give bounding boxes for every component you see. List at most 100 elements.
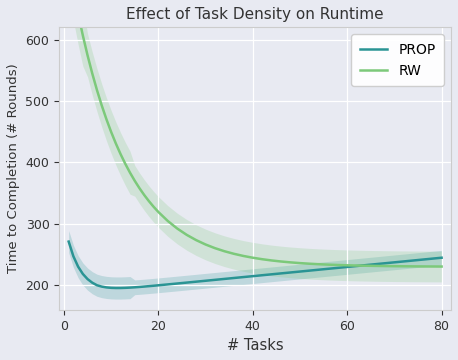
RW — [269, 258, 274, 263]
RW — [439, 264, 444, 269]
PROP — [316, 267, 322, 272]
RW — [278, 259, 284, 264]
RW — [109, 130, 114, 134]
PROP — [174, 282, 180, 286]
RW — [151, 204, 156, 209]
PROP — [142, 284, 147, 289]
RW — [250, 256, 256, 260]
PROP — [401, 259, 407, 264]
PROP — [240, 275, 246, 279]
PROP — [137, 285, 142, 289]
PROP — [76, 265, 81, 269]
RW — [104, 117, 109, 121]
PROP — [104, 285, 109, 289]
RW — [127, 171, 133, 175]
PROP — [156, 283, 161, 288]
RW — [392, 264, 397, 268]
PROP — [89, 280, 95, 285]
RW — [240, 254, 246, 258]
Line: PROP: PROP — [69, 242, 442, 288]
RW — [335, 263, 340, 267]
RW — [410, 264, 416, 269]
Legend: PROP, RW: PROP, RW — [351, 34, 444, 86]
PROP — [151, 284, 156, 288]
RW — [401, 264, 407, 269]
PROP — [373, 262, 378, 266]
Y-axis label: Time to Completion (# Rounds): Time to Completion (# Rounds) — [7, 64, 20, 273]
RW — [288, 260, 293, 265]
PROP — [250, 274, 256, 278]
RW — [297, 261, 303, 265]
PROP — [354, 264, 360, 268]
RW — [222, 249, 227, 253]
RW — [137, 186, 142, 190]
RW — [193, 238, 199, 242]
PROP — [99, 284, 104, 289]
RW — [76, 12, 81, 16]
RW — [344, 263, 350, 267]
PROP — [307, 269, 312, 273]
RW — [363, 264, 369, 268]
RW — [99, 103, 104, 108]
RW — [260, 257, 265, 261]
PROP — [278, 271, 284, 275]
PROP — [231, 276, 237, 280]
PROP — [132, 285, 137, 289]
RW — [142, 193, 147, 197]
RW — [231, 252, 237, 256]
RW — [373, 264, 378, 268]
PROP — [439, 256, 444, 260]
PROP — [430, 256, 435, 261]
RW — [316, 262, 322, 266]
PROP — [109, 286, 114, 290]
RW — [146, 199, 152, 203]
X-axis label: # Tasks: # Tasks — [227, 338, 284, 353]
PROP — [335, 266, 340, 270]
RW — [132, 179, 137, 183]
RW — [94, 88, 100, 92]
PROP — [260, 273, 265, 278]
PROP — [80, 272, 86, 276]
Line: RW: RW — [69, 0, 442, 266]
PROP — [288, 270, 293, 275]
Title: Effect of Task Density on Runtime: Effect of Task Density on Runtime — [126, 7, 384, 22]
RW — [118, 152, 123, 156]
RW — [174, 226, 180, 231]
PROP — [193, 279, 199, 284]
PROP — [113, 286, 119, 290]
PROP — [420, 257, 425, 262]
RW — [184, 233, 190, 237]
RW — [203, 242, 208, 247]
PROP — [165, 282, 170, 287]
RW — [307, 262, 312, 266]
RW — [420, 264, 425, 269]
PROP — [297, 269, 303, 274]
RW — [382, 264, 388, 268]
PROP — [212, 278, 218, 282]
RW — [80, 33, 86, 37]
PROP — [127, 285, 133, 290]
PROP — [363, 263, 369, 267]
PROP — [344, 265, 350, 269]
RW — [113, 141, 119, 146]
RW — [165, 219, 170, 223]
PROP — [382, 261, 388, 265]
PROP — [410, 258, 416, 263]
RW — [89, 71, 95, 76]
RW — [354, 264, 360, 268]
PROP — [184, 280, 190, 285]
PROP — [269, 272, 274, 276]
PROP — [326, 267, 331, 271]
PROP — [123, 286, 128, 290]
PROP — [146, 284, 152, 288]
RW — [156, 210, 161, 214]
RW — [430, 264, 435, 269]
RW — [326, 262, 331, 267]
RW — [85, 53, 90, 58]
RW — [123, 162, 128, 166]
PROP — [118, 286, 123, 290]
PROP — [392, 260, 397, 265]
PROP — [94, 283, 100, 287]
RW — [212, 246, 218, 250]
PROP — [222, 277, 227, 281]
